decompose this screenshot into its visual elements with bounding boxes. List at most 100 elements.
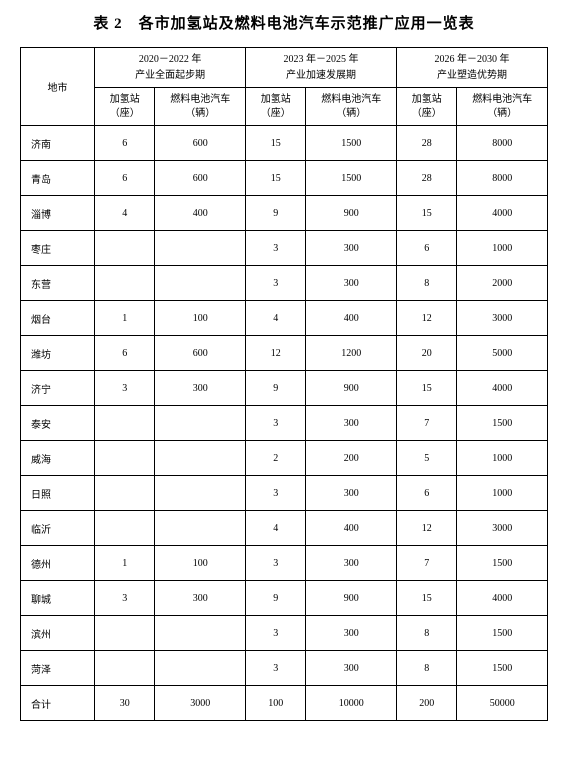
cell-vehicle-1: 600 [155,126,246,161]
cell-station-2: 15 [246,126,306,161]
header-station-label: 加氢站 [261,94,291,105]
table-row: 日照330061000 [21,476,548,511]
cell-vehicle-2: 10000 [306,686,397,721]
table-row: 济宁33009900154000 [21,371,548,406]
cell-vehicle-3: 50000 [457,686,548,721]
cell-city: 日照 [21,476,95,511]
header-period-1-line1: 2020－2022 年 [139,54,202,65]
table-row: 合计3030001001000020050000 [21,686,548,721]
header-city: 地市 [21,48,95,126]
cell-station-2: 3 [246,616,306,651]
cell-station-2: 15 [246,161,306,196]
cell-city: 枣庄 [21,231,95,266]
cell-city: 青岛 [21,161,95,196]
cell-station-2: 100 [246,686,306,721]
cell-station-3: 7 [397,406,457,441]
cell-city: 德州 [21,546,95,581]
cell-station-2: 9 [246,371,306,406]
cell-city: 烟台 [21,301,95,336]
cell-station-1: 30 [95,686,155,721]
cell-city: 淄博 [21,196,95,231]
cell-station-2: 9 [246,196,306,231]
cell-vehicle-2: 900 [306,581,397,616]
header-vehicle-1: 燃料电池汽车 （辆） [155,88,246,126]
cell-vehicle-2: 1500 [306,161,397,196]
table-row: 东营330082000 [21,266,548,301]
cell-vehicle-2: 300 [306,231,397,266]
cell-station-1: 1 [95,546,155,581]
cell-station-3: 12 [397,511,457,546]
table-row: 威海220051000 [21,441,548,476]
table-row: 淄博44009900154000 [21,196,548,231]
cell-station-2: 12 [246,336,306,371]
header-period-2-line1: 2023 年－2025 年 [284,54,359,65]
cell-vehicle-2: 300 [306,266,397,301]
cell-station-2: 3 [246,476,306,511]
cell-station-3: 12 [397,301,457,336]
cell-vehicle-1: 400 [155,196,246,231]
cell-station-1 [95,441,155,476]
cell-vehicle-2: 300 [306,406,397,441]
cell-vehicle-2: 200 [306,441,397,476]
cell-station-3: 5 [397,441,457,476]
cell-vehicle-2: 900 [306,196,397,231]
cell-station-3: 15 [397,581,457,616]
cell-city: 滨州 [21,616,95,651]
cell-vehicle-2: 1500 [306,126,397,161]
cell-vehicle-3: 1500 [457,651,548,686]
header-period-1-line2: 产业全面起步期 [135,70,205,81]
header-station-unit: （座） [261,108,291,119]
cell-vehicle-1 [155,651,246,686]
cell-station-1: 3 [95,581,155,616]
header-vehicle-unit: （辆） [487,108,517,119]
cell-vehicle-2: 300 [306,616,397,651]
cell-station-2: 4 [246,511,306,546]
cell-station-2: 3 [246,406,306,441]
cell-vehicle-1 [155,476,246,511]
cell-station-3: 20 [397,336,457,371]
cell-station-3: 28 [397,126,457,161]
header-period-1: 2020－2022 年 产业全面起步期 [95,48,246,88]
cell-vehicle-3: 4000 [457,581,548,616]
header-station-label: 加氢站 [412,94,442,105]
cell-station-3: 8 [397,266,457,301]
cell-vehicle-3: 3000 [457,511,548,546]
table-row: 枣庄330061000 [21,231,548,266]
header-period-3-line1: 2026 年－2030 年 [435,54,510,65]
cell-station-1 [95,651,155,686]
table-title: 表 2 各市加氢站及燃料电池汽车示范推广应用一览表 [20,12,548,33]
cell-station-2: 4 [246,301,306,336]
cell-station-3: 200 [397,686,457,721]
header-period-3: 2026 年－2030 年 产业塑造优势期 [397,48,548,88]
cell-city: 泰安 [21,406,95,441]
cell-vehicle-1: 100 [155,301,246,336]
cell-vehicle-1: 100 [155,546,246,581]
header-station-1: 加氢站 （座） [95,88,155,126]
table-row: 德州1100330071500 [21,546,548,581]
table-row: 潍坊6600121200205000 [21,336,548,371]
table-row: 临沂4400123000 [21,511,548,546]
header-period-2-line2: 产业加速发展期 [286,70,356,81]
cell-station-3: 28 [397,161,457,196]
cell-vehicle-1 [155,616,246,651]
table-row: 聊城33009900154000 [21,581,548,616]
table-row: 菏泽330081500 [21,651,548,686]
table-row: 烟台11004400123000 [21,301,548,336]
cell-vehicle-1 [155,266,246,301]
cell-vehicle-1: 3000 [155,686,246,721]
header-station-2: 加氢站 （座） [246,88,306,126]
cell-station-3: 8 [397,616,457,651]
cell-vehicle-1 [155,441,246,476]
cell-vehicle-2: 1200 [306,336,397,371]
cell-vehicle-1 [155,231,246,266]
cell-city: 临沂 [21,511,95,546]
cell-vehicle-3: 8000 [457,161,548,196]
cell-city: 威海 [21,441,95,476]
cell-station-1: 1 [95,301,155,336]
cell-vehicle-3: 8000 [457,126,548,161]
cell-vehicle-1: 600 [155,161,246,196]
cell-station-3: 8 [397,651,457,686]
cell-vehicle-3: 1500 [457,546,548,581]
header-vehicle-2: 燃料电池汽车 （辆） [306,88,397,126]
cell-station-2: 9 [246,581,306,616]
